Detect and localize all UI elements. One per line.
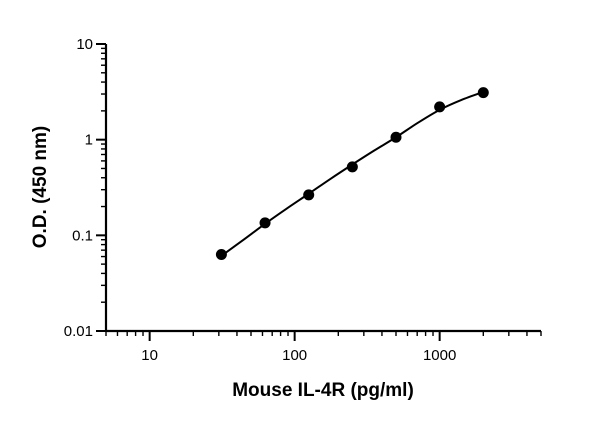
data-point <box>259 217 271 229</box>
data-point <box>215 249 227 261</box>
data-point <box>346 161 358 173</box>
fit-curve <box>220 91 484 257</box>
data-point <box>477 87 489 99</box>
data-point <box>434 101 446 113</box>
axes <box>104 44 541 333</box>
x-axis-title: Mouse IL-4R (pg/ml) <box>232 380 414 401</box>
ticks: 0.01 0.1 1 10 10 100 1000 <box>64 36 542 364</box>
data-layer <box>215 87 489 261</box>
x-tick-label: 10 <box>141 347 158 364</box>
y-tick-label: 1 <box>85 132 93 149</box>
y-tick-label: 10 <box>76 36 93 53</box>
x-tick-label: 100 <box>282 347 307 364</box>
data-point <box>303 189 315 201</box>
x-tick-label: 1000 <box>423 347 456 364</box>
y-tick-label: 0.01 <box>64 323 93 340</box>
data-point <box>390 131 402 143</box>
y-tick-label: 0.1 <box>72 227 93 244</box>
y-axis-title: O.D. (450 nm) <box>30 126 51 248</box>
